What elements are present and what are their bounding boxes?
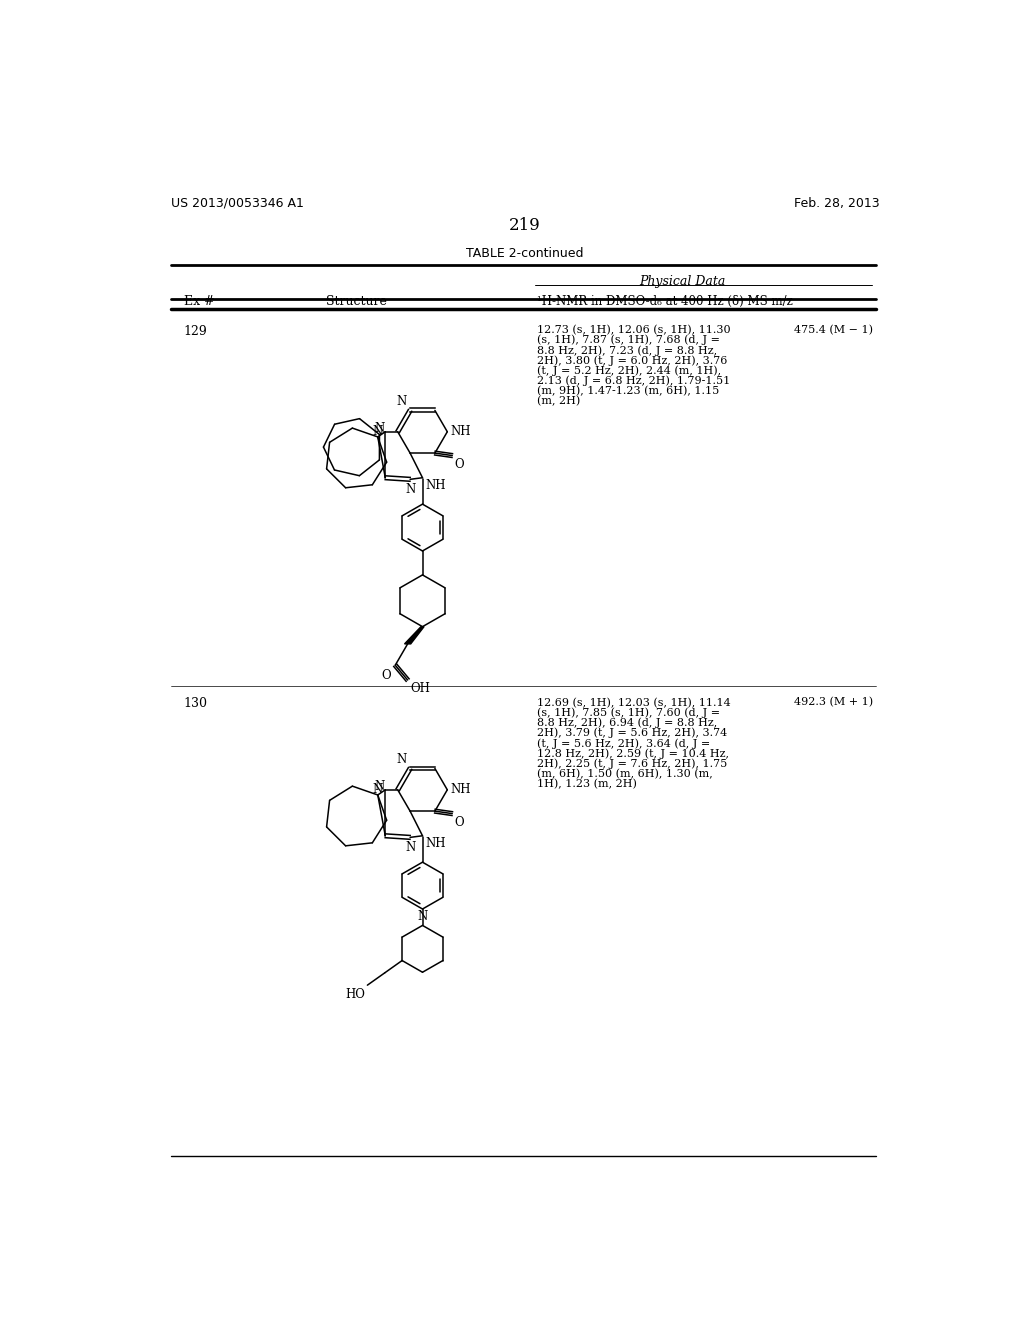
Text: (m, 6H), 1.50 (m, 6H), 1.30 (m,: (m, 6H), 1.50 (m, 6H), 1.30 (m,: [538, 768, 713, 779]
Text: 2H), 3.80 (t, J = 6.0 Hz, 2H), 3.76: 2H), 3.80 (t, J = 6.0 Hz, 2H), 3.76: [538, 355, 728, 366]
Text: (t, J = 5.6 Hz, 2H), 3.64 (d, J =: (t, J = 5.6 Hz, 2H), 3.64 (d, J =: [538, 738, 711, 748]
Text: TABLE 2-continued: TABLE 2-continued: [466, 247, 584, 260]
Text: (m, 9H), 1.47-1.23 (m, 6H), 1.15: (m, 9H), 1.47-1.23 (m, 6H), 1.15: [538, 385, 720, 396]
Text: N: N: [418, 909, 428, 923]
Text: US 2013/0053346 A1: US 2013/0053346 A1: [171, 197, 303, 210]
Text: HO: HO: [345, 989, 365, 1002]
Text: 2H), 2.25 (t, J = 7.6 Hz, 2H), 1.75: 2H), 2.25 (t, J = 7.6 Hz, 2H), 1.75: [538, 759, 727, 770]
Text: 12.73 (s, 1H), 12.06 (s, 1H), 11.30: 12.73 (s, 1H), 12.06 (s, 1H), 11.30: [538, 325, 731, 335]
Text: 475.4 (M − 1): 475.4 (M − 1): [795, 325, 873, 335]
Text: N: N: [374, 780, 384, 793]
Text: O: O: [382, 669, 391, 682]
Text: NH: NH: [426, 837, 446, 850]
Text: NH: NH: [451, 783, 471, 796]
Text: Ex #: Ex #: [183, 294, 214, 308]
Text: N: N: [404, 841, 415, 854]
Text: (m, 2H): (m, 2H): [538, 396, 581, 407]
Text: Physical Data: Physical Data: [639, 276, 725, 289]
Text: NH: NH: [451, 425, 471, 438]
Text: ¹H-NMR in DMSO-d₆ at 400 Hz (δ) MS m/z: ¹H-NMR in DMSO-d₆ at 400 Hz (δ) MS m/z: [538, 294, 793, 308]
Text: Feb. 28, 2013: Feb. 28, 2013: [795, 197, 880, 210]
Text: 2.13 (d, J = 6.8 Hz, 2H), 1.79-1.51: 2.13 (d, J = 6.8 Hz, 2H), 1.79-1.51: [538, 376, 730, 387]
Text: (s, 1H), 7.85 (s, 1H), 7.60 (d, J =: (s, 1H), 7.85 (s, 1H), 7.60 (d, J =: [538, 708, 720, 718]
Text: 12.69 (s, 1H), 12.03 (s, 1H), 11.14: 12.69 (s, 1H), 12.03 (s, 1H), 11.14: [538, 697, 731, 708]
Text: 8.8 Hz, 2H), 7.23 (d, J = 8.8 Hz,: 8.8 Hz, 2H), 7.23 (d, J = 8.8 Hz,: [538, 345, 718, 355]
Text: O: O: [455, 816, 464, 829]
Text: N: N: [374, 421, 384, 434]
Text: 1H), 1.23 (m, 2H): 1H), 1.23 (m, 2H): [538, 779, 637, 789]
Text: (s, 1H), 7.87 (s, 1H), 7.68 (d, J =: (s, 1H), 7.87 (s, 1H), 7.68 (d, J =: [538, 335, 720, 346]
Text: N: N: [404, 483, 415, 496]
Text: O: O: [455, 458, 464, 471]
Text: 8.8 Hz, 2H), 6.94 (d, J = 8.8 Hz,: 8.8 Hz, 2H), 6.94 (d, J = 8.8 Hz,: [538, 718, 718, 729]
Text: N: N: [373, 425, 383, 438]
Text: Structure: Structure: [327, 294, 387, 308]
Text: N: N: [396, 754, 407, 766]
Text: 492.3 (M + 1): 492.3 (M + 1): [795, 697, 873, 708]
Text: OH: OH: [410, 682, 430, 696]
Text: N: N: [373, 783, 383, 796]
Text: 130: 130: [183, 697, 208, 710]
Text: N: N: [396, 395, 407, 408]
Polygon shape: [404, 627, 424, 644]
Text: (t, J = 5.2 Hz, 2H), 2.44 (m, 1H),: (t, J = 5.2 Hz, 2H), 2.44 (m, 1H),: [538, 366, 721, 376]
Text: 2H), 3.79 (t, J = 5.6 Hz, 2H), 3.74: 2H), 3.79 (t, J = 5.6 Hz, 2H), 3.74: [538, 727, 727, 738]
Text: 219: 219: [509, 216, 541, 234]
Text: 12.8 Hz, 2H), 2.59 (t, J = 10.4 Hz,: 12.8 Hz, 2H), 2.59 (t, J = 10.4 Hz,: [538, 748, 729, 759]
Text: NH: NH: [426, 479, 446, 492]
Text: 129: 129: [183, 325, 208, 338]
